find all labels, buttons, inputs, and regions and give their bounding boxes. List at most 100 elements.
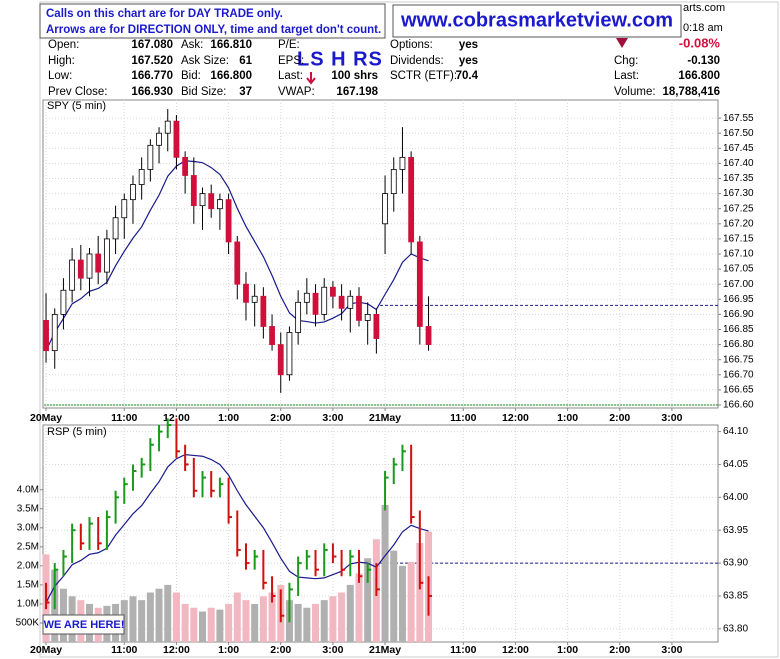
candle-body [312,292,319,315]
candle-body [416,241,423,327]
x-tick-label: 3:00 [661,412,682,424]
volume-tick-label: 3.5M [17,503,39,514]
volume-bar [416,543,424,642]
x-tick-label: 3:00 [661,644,682,656]
x-tick-label: 1:00 [557,644,578,656]
field-label: Last: [278,70,303,82]
y-tick-label: 63.95 [723,525,748,536]
y-tick-label: 167.15 [723,234,754,245]
candle-body [60,289,67,315]
moving-average [45,453,429,603]
candle-body [208,193,215,210]
field-value: -0.130 [687,55,720,67]
x-tick-label: 12:00 [163,412,190,424]
candle-body [103,238,110,273]
field-value: 166.930 [131,86,173,98]
y-tick-label: 166.75 [723,354,754,365]
candle-body [408,156,415,243]
candle-body [382,193,388,225]
candle-body [243,283,249,303]
x-tick-label: 12:00 [502,412,529,424]
y-tick-label: 167.45 [723,143,754,154]
volume-bar [164,584,172,642]
candle-body [225,199,232,243]
volume-tick-label: 2.0M [17,561,39,572]
panel-title: SPY (5 min) [47,100,106,112]
volume-tick-label: 1.5M [17,580,39,591]
candle-body [277,344,284,376]
y-tick-label: 167.05 [723,264,754,275]
candle-body [147,144,154,170]
y-tick-label: 63.90 [723,558,748,569]
y-tick-label: 167.30 [723,188,754,199]
time-fragment: 0:18 am [683,22,723,34]
x-tick-label: 1:00 [218,412,239,424]
candle-body [77,259,84,279]
x-tick-label: 12:00 [163,644,190,656]
field-value: yes [458,39,478,51]
y-tick-label: 167.55 [723,113,754,124]
candle-body [173,120,180,158]
volume-bar [312,603,320,642]
volume-tick-label: 2.5M [17,541,39,552]
candle-body [95,253,102,273]
x-tick-label: 3:00 [322,412,343,424]
candle-body [69,259,76,291]
field-value: 166.810 [210,39,252,51]
volume-bar [346,584,354,642]
note-line: Calls on this chart are for DAY TRADE on… [46,8,283,20]
volume-bar [390,550,398,642]
field-label: Bid: [181,70,201,82]
volume-bar [199,611,207,642]
y-tick-label: 166.80 [723,339,754,350]
site: www.cobrasmarketview.com [400,9,673,31]
candle-body [51,313,58,352]
y-tick-label: 167.00 [723,279,754,290]
last-arrow [306,72,316,85]
field-label: Ask Size: [181,55,229,67]
volume-bar [329,596,337,642]
candle-body [321,286,328,315]
candle-body [338,295,345,309]
x-tick-label: 21May [369,412,401,424]
field-value: 166.800 [210,70,252,82]
field-value: 167.198 [336,86,378,98]
x-tick-label: 11:00 [111,412,137,424]
y-tick-label: 166.65 [723,385,754,396]
volume-bar [355,573,363,642]
candle-body [364,313,371,321]
y-tick-label: 166.60 [723,400,754,411]
note-box [39,3,386,39]
candle-body [390,169,397,195]
volume-bar [320,600,328,642]
change-pct: -0.08% [679,35,721,50]
y-tick-label: 63.80 [723,623,748,634]
volume-bar [225,603,233,642]
volume-bar [181,603,189,642]
volume-tick-label: 4.0M [17,484,39,495]
field-value: 37 [239,86,252,98]
volume-bar [155,588,163,642]
candle-body [399,156,406,170]
volume-bar [268,592,276,642]
candle-body [330,286,336,297]
candle-body [269,326,275,345]
field-value: 167.080 [131,39,173,51]
candle-body [138,169,145,185]
volume-bar [242,600,250,642]
field-value: yes [458,55,478,67]
candle-body [425,326,432,345]
marker-annotation: WE ARE HERE! [44,619,125,631]
y-tick-label: 64.10 [723,426,748,437]
field-label: Dividends: [390,55,444,67]
volume-bar [364,558,372,642]
candle-body [130,184,136,201]
panel-title: RSP (5 min) [47,426,107,438]
candle-body [234,241,241,285]
field-label: EPS: [278,55,305,67]
field-label: Prev Close: [48,86,108,98]
x-tick-label: 21May [369,644,401,656]
candle-body [199,193,206,207]
